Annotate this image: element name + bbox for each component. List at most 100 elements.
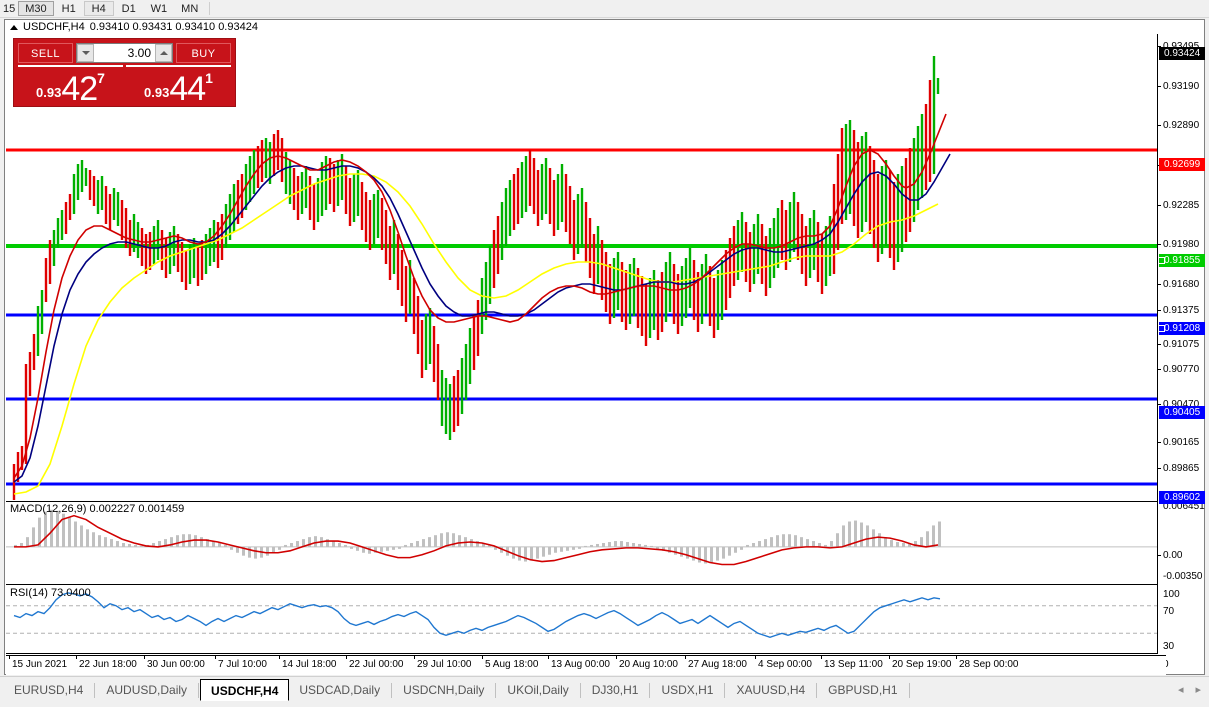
tab-divider <box>816 683 818 698</box>
price-tick: 0.91980 <box>1158 239 1205 251</box>
resistance-price-tag[interactable]: 0.92699 <box>1159 158 1205 171</box>
time-label: 22 Jun 18:00 <box>79 659 137 670</box>
timeframe-button-h1[interactable]: H1 <box>61 2 76 15</box>
timeframe-button-m30[interactable]: M30 <box>18 1 54 16</box>
buy-price-point: 1 <box>205 70 213 86</box>
support-price-tag-1[interactable]: 0.91208 <box>1159 322 1205 335</box>
tab-divider <box>391 683 393 698</box>
rsi-chart-svg <box>6 592 1166 638</box>
chart-window: USDCHF,H4 0.93410 0.93431 0.93410 0.9342… <box>4 19 1205 675</box>
support-price-tag-3[interactable]: 0.89602 <box>1159 491 1205 504</box>
chevron-down-icon <box>81 51 90 55</box>
volume-input[interactable]: 3.00 <box>94 44 155 62</box>
macd-tick: 0.00 <box>1158 550 1205 562</box>
rsi-tick: 30 <box>1163 641 1175 652</box>
price-tick: 0.91680 <box>1158 279 1205 291</box>
price-tick: 0.91375 <box>1158 305 1205 317</box>
price-tick: 0.90770 <box>1158 364 1205 376</box>
buy-button[interactable]: BUY <box>176 43 231 63</box>
timeframe-button-m15[interactable]: 15 <box>3 2 16 15</box>
sell-price-point: 7 <box>97 70 105 86</box>
time-label: 13 Sep 11:00 <box>824 659 883 670</box>
chart-tab-xauusd-h4[interactable]: XAUUSD,H4 <box>736 683 806 697</box>
time-label: 5 Aug 18:00 <box>485 659 539 670</box>
tab-scroll-right-icon[interactable]: ▸ <box>1195 684 1201 696</box>
chart-collapse-icon[interactable] <box>10 24 18 30</box>
price-tick: 0.89865 <box>1158 463 1205 475</box>
price-tick: 0.92890 <box>1158 120 1205 132</box>
price-chart-svg <box>6 56 1166 500</box>
tab-divider <box>724 683 726 698</box>
ma-slow-line <box>13 173 939 495</box>
chart-tab-usdx-h1[interactable]: USDX,H1 <box>661 683 714 697</box>
pivot-line-handle[interactable] <box>1158 257 1165 264</box>
one-click-trading-quotes: 0.93 42 7 0.93 44 1 <box>14 64 235 106</box>
tab-scroll-left-icon[interactable]: ◂ <box>1177 684 1184 696</box>
volume-decrease-button[interactable] <box>77 44 94 62</box>
time-label: 28 Sep 00:00 <box>959 659 1019 670</box>
pivot-price-tag[interactable]: 0.91855 <box>1159 254 1205 267</box>
timeframe-button-mn[interactable]: MN <box>181 2 199 15</box>
timeframe-button-d1[interactable]: D1 <box>121 2 136 15</box>
tab-divider <box>198 683 200 698</box>
chart-title-bar: USDCHF,H4 0.93410 0.93431 0.93410 0.9342… <box>5 20 1204 34</box>
volume-stepper[interactable]: 3.00 <box>76 43 173 63</box>
macd-label: MACD(12,26,9) 0.002227 0.001459 <box>10 503 185 515</box>
chart-tab-dj30-h1[interactable]: DJ30,H1 <box>591 683 639 697</box>
sell-price-big: 42 <box>61 70 98 102</box>
time-label: 4 Sep 00:00 <box>758 659 812 670</box>
rsi-label: RSI(14) 73.0400 <box>10 587 91 599</box>
chart-tab-bar: EURUSD,H4 AUDUSD,Daily USDCHF,H4 USDCAD,… <box>0 676 1209 707</box>
tab-divider <box>495 683 497 698</box>
current-price-tag: 0.93424 <box>1159 47 1205 60</box>
ma-mid-line <box>13 153 951 483</box>
price-pane <box>6 34 1166 500</box>
chart-tab-gbpusd-h1[interactable]: GBPUSD,H1 <box>828 683 898 697</box>
chart-plot-area[interactable]: MACD(12,26,9) 0.002227 0.001459 <box>6 34 1166 654</box>
sell-price-prefix: 0.93 <box>36 85 62 100</box>
ma-fast-line <box>13 113 947 479</box>
chart-tab-usdcad-daily[interactable]: USDCAD,Daily <box>299 683 381 697</box>
chart-tab-usdchf-h4[interactable]: USDCHF,H4 <box>200 679 290 701</box>
macd-tick: -0.00350 <box>1163 571 1203 582</box>
one-click-trading-panel[interactable]: SELL 3.00 BUY 0.93 42 7 <box>13 38 236 107</box>
chart-tab-audusd-daily[interactable]: AUDUSD,Daily <box>106 683 188 697</box>
time-label: 22 Jul 00:00 <box>349 659 404 670</box>
chart-symbol-period: USDCHF,H4 <box>23 21 85 33</box>
macd-pane: MACD(12,26,9) 0.002227 0.001459 <box>6 501 1166 585</box>
support-line-handle-1[interactable] <box>1158 325 1165 332</box>
buy-price-box[interactable]: 0.93 44 1 <box>126 65 231 102</box>
time-label: 30 Jun 00:00 <box>147 659 205 670</box>
chart-tab-usdcnh-daily[interactable]: USDCNH,Daily <box>403 683 485 697</box>
toolbar-separator <box>209 2 211 15</box>
price-tick: 0.93495 <box>1158 41 1205 53</box>
rsi-line <box>13 592 941 638</box>
support-price-tag-2[interactable]: 0.90405 <box>1159 406 1205 419</box>
price-scale-axis[interactable]: 0.93495 0.93190 0.92890 0.92585 0.92285 … <box>1157 34 1205 670</box>
macd-chart-svg <box>6 509 1166 566</box>
volume-increase-button[interactable] <box>155 44 172 62</box>
tab-divider <box>94 683 96 698</box>
time-label: 29 Jul 10:00 <box>417 659 472 670</box>
time-label: 7 Jul 10:00 <box>218 659 267 670</box>
rsi-tick: 70 <box>1163 606 1175 617</box>
price-tick: 0.91075 <box>1158 339 1205 351</box>
time-scale-axis[interactable]: 15 Jun 2021 22 Jun 18:00 30 Jun 00:00 7 … <box>6 655 1166 675</box>
time-label: 15 Jun 2021 <box>12 659 68 670</box>
candlestick-series <box>12 56 940 500</box>
time-label: 27 Aug 18:00 <box>688 659 747 670</box>
tab-scroll-controls: ◂ ▸ <box>1178 679 1209 696</box>
time-label: 14 Jul 18:00 <box>282 659 337 670</box>
timeframe-button-h4[interactable]: H4 <box>83 1 114 16</box>
timeframe-button-w1[interactable]: W1 <box>150 2 168 15</box>
price-tick: 0.93190 <box>1158 81 1205 93</box>
macd-tick: 0.006451 <box>1163 501 1205 512</box>
sell-price-box[interactable]: 0.93 42 7 <box>18 65 123 102</box>
tab-divider <box>649 683 651 698</box>
chart-tab-eurusd-h4[interactable]: EURUSD,H4 <box>14 683 84 697</box>
chart-tab-ukoil-daily[interactable]: UKOil,Daily <box>507 683 569 697</box>
sell-button[interactable]: SELL <box>18 43 73 63</box>
buy-price-prefix: 0.93 <box>144 85 170 100</box>
buy-price-big: 44 <box>169 70 206 102</box>
